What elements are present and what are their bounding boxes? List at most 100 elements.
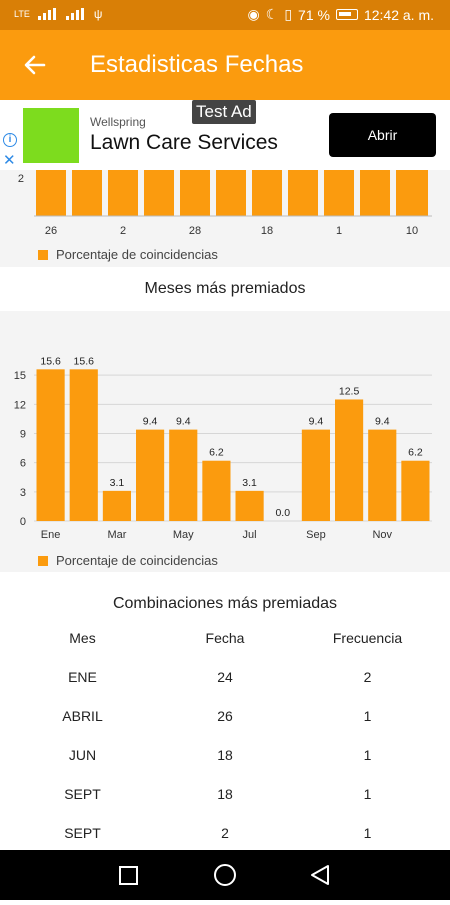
combinations-table: Mes Fecha Frecuencia ENE 24 2 ABRIL 26 1…	[0, 618, 450, 852]
status-bar: LTE ψ ◉ ☾ ▯ 71 % 12:42 a. m.	[0, 0, 450, 30]
x-tick-label: May	[173, 529, 194, 541]
data-label: 12.5	[339, 385, 360, 397]
x-tick-label: 2	[120, 225, 126, 237]
battery-percent: 71 %	[298, 6, 330, 23]
home-icon[interactable]	[214, 864, 236, 886]
months-bar-chart: 0 3 6 9 12 15 15.6 15.6 3.1 9.4 9.4 6.2 3.1 0.0 9.4 12.…	[14, 355, 432, 541]
x-tick-label: 26	[45, 225, 57, 237]
y-tick-label: 6	[20, 458, 26, 470]
ad-brand[interactable]: Wellspring	[90, 115, 146, 129]
y-tick-label: 9	[20, 429, 26, 441]
table-row: SEPT 2 1	[0, 813, 450, 852]
signal-icon	[65, 8, 86, 20]
column-header: Fecha	[205, 629, 245, 646]
ad-headline[interactable]: Lawn Care Services	[90, 131, 278, 154]
y-tick-label: 15	[14, 370, 26, 382]
combinations-title: Combinaciones más premiadas	[112, 595, 338, 612]
back-nav-icon[interactable]	[311, 865, 329, 885]
usb-icon: ψ	[93, 7, 103, 21]
date-chart: 2 26 2 28 18 1 10	[18, 170, 432, 237]
ad-banner[interactable]: Wellspring Lawn Care Services Abrir Test…	[0, 100, 450, 170]
data-label: 6.2	[209, 447, 224, 459]
data-label: 9.4	[176, 416, 191, 428]
chart-bar	[36, 369, 65, 521]
page-title: Estadisticas Fechas	[90, 51, 304, 78]
y-tick-label: 2	[18, 173, 24, 185]
chart-bar	[108, 170, 138, 216]
recents-icon[interactable]	[119, 866, 138, 885]
cell-date: 2	[221, 824, 229, 841]
chart-bar	[169, 429, 198, 521]
x-tick-label: Ene	[41, 529, 61, 541]
cell-date: 26	[217, 707, 233, 724]
cell-date: 24	[217, 668, 233, 685]
ad-close-icon[interactable]: ✕	[3, 152, 16, 169]
table-row: ENE 24 2	[0, 657, 450, 696]
chart-bar	[216, 170, 246, 216]
network-type: LTE	[14, 9, 30, 19]
x-tick-label: 28	[189, 225, 201, 237]
months-chart-title: Meses más premiados	[144, 280, 306, 297]
data-label: 15.6	[74, 355, 95, 367]
chart-legend: Porcentaje de coincidencias	[38, 247, 218, 262]
table-row: SEPT 18 1	[0, 774, 450, 813]
data-label: 3.1	[242, 477, 257, 489]
data-label: 9.4	[375, 416, 390, 428]
legend-label: Porcentaje de coincidencias	[56, 247, 218, 262]
chart-bar	[144, 170, 174, 216]
cell-month: SEPT	[64, 785, 101, 802]
x-tick-label: Jul	[243, 529, 257, 541]
chart-bar	[396, 170, 428, 216]
chart-bar	[252, 170, 282, 216]
chart-bar	[401, 460, 430, 521]
y-tick-label: 0	[20, 516, 26, 528]
moon-icon: ☾	[265, 6, 279, 22]
ad-test-tag: Test Ad	[192, 100, 256, 124]
data-label: 3.1	[110, 477, 125, 489]
chart-bar	[136, 429, 165, 521]
cell-date: 18	[217, 785, 233, 802]
data-label: 15.6	[40, 355, 61, 367]
data-label: 9.4	[309, 416, 324, 428]
cell-month: ENE	[68, 668, 97, 685]
y-tick-label: 3	[20, 487, 26, 499]
chart-legend: Porcentaje de coincidencias	[38, 553, 218, 568]
column-header: Frecuencia	[332, 629, 403, 646]
cell-month: JUN	[68, 746, 97, 763]
chart-bar	[235, 490, 264, 521]
app-bar: Estadisticas Fechas	[0, 30, 450, 100]
ad-logo[interactable]	[23, 108, 79, 163]
ad-open-button[interactable]: Abrir	[329, 113, 436, 157]
chart-bar	[102, 490, 131, 521]
chart-bar	[368, 429, 397, 521]
legend-swatch	[38, 249, 48, 260]
column-header: Mes	[69, 629, 96, 646]
back-button[interactable]	[20, 50, 50, 80]
table-row: JUN 18 1	[0, 735, 450, 774]
chart-bar	[288, 170, 318, 216]
x-tick-label: Sep	[306, 529, 326, 541]
data-label: 9.4	[143, 416, 158, 428]
cell-frequency: 1	[363, 785, 372, 802]
x-tick-label: 1	[336, 225, 342, 237]
x-tick-label: Mar	[107, 529, 126, 541]
chart-bar	[202, 460, 231, 521]
chart-bar	[36, 170, 66, 216]
y-tick-label: 12	[14, 399, 26, 411]
ad-info-icon[interactable]: i	[3, 133, 17, 147]
table-header: Mes Fecha Frecuencia	[0, 618, 450, 657]
chart-bar	[180, 170, 210, 216]
x-tick-label: 10	[406, 225, 418, 237]
date-chart-bars	[36, 170, 428, 216]
cell-month: ABRIL	[62, 707, 103, 724]
system-nav-bar	[0, 850, 450, 900]
status-left: LTE ψ	[14, 7, 102, 21]
eye-icon: ◉	[247, 6, 260, 22]
cell-frequency: 2	[363, 668, 372, 685]
cell-frequency: 1	[363, 746, 372, 763]
chart-bar	[360, 170, 390, 216]
x-tick-label: 18	[261, 225, 273, 237]
months-chart-section: 0 3 6 9 12 15 15.6 15.6 3.1 9.4 9.4 6.2 3.1 0.0 9.4 12.…	[0, 311, 450, 572]
status-right: ◉ ☾ ▯ 71 % 12:42 a. m.	[248, 6, 434, 23]
cell-frequency: 1	[363, 707, 372, 724]
